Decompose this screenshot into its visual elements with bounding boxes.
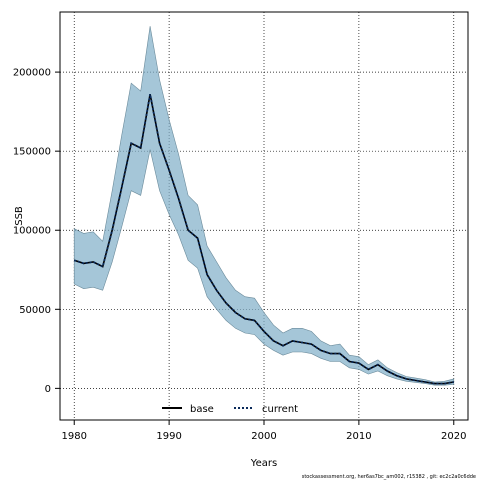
y-tick-label: 50000: [19, 305, 51, 316]
y-axis-title: SSB: [14, 206, 25, 226]
legend-base-label: base: [190, 404, 214, 415]
plot-frame: [59, 11, 469, 421]
y-tick-label: 0: [45, 384, 51, 395]
y-tick-label: 150000: [13, 147, 51, 158]
x-axis-title: Years: [250, 458, 277, 469]
confidence-band: [73, 26, 455, 386]
x-tick-label: 2010: [346, 431, 371, 442]
x-tick-label: 2020: [441, 431, 466, 442]
x-tick-label: 1990: [156, 431, 181, 442]
grid-lines: [60, 12, 468, 420]
x-tick-label: 1980: [62, 431, 87, 442]
x-tick-label: 2000: [251, 431, 276, 442]
legend-current-label: current: [262, 404, 298, 415]
y-tick-label: 200000: [13, 68, 51, 79]
legend: base current: [162, 404, 298, 415]
axis-ticks: 1980 1990 2000 2010 2020 0 50000 100000 150000 20…: [13, 68, 467, 442]
footer-note: stockassessment.org, her6as7bc_am002, r1…: [302, 474, 476, 480]
y-tick-label: 100000: [13, 226, 51, 237]
series-current-line: [73, 94, 454, 385]
